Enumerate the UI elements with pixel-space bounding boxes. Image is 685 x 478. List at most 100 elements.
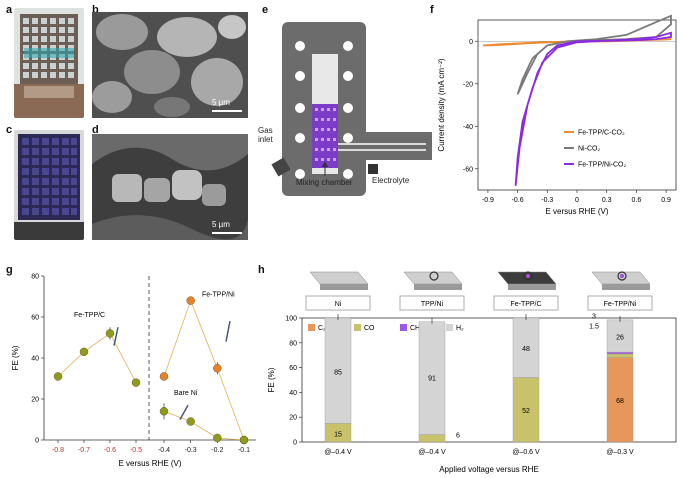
x-tick-label: 0.6 bbox=[632, 197, 642, 204]
legend-swatch bbox=[354, 324, 361, 331]
data-point bbox=[53, 372, 63, 381]
annotation-fe-tpp-ni: Fe-TPP/Ni bbox=[202, 292, 235, 299]
x-tick-label: -0.8 bbox=[52, 447, 64, 454]
panel-label-d: d bbox=[92, 124, 99, 136]
data-label: 48 bbox=[522, 346, 530, 353]
sem-image-b: 5 µm bbox=[92, 12, 248, 118]
data-point bbox=[105, 329, 115, 338]
y-axis-label: FE (%) bbox=[11, 345, 20, 370]
panel-label-f: f bbox=[430, 4, 434, 16]
plot-frame bbox=[301, 317, 677, 443]
series-line bbox=[516, 14, 672, 95]
scale-bar-b bbox=[212, 110, 242, 112]
y-tick-label: 60 bbox=[31, 315, 39, 322]
chart-h-fe-products: Ni TPP/Ni Fe-TPP/C Fe-TPP/Ni 0 20 40 60 80 100 FE … bbox=[267, 271, 677, 474]
x-tick-label: -0.3 bbox=[185, 447, 197, 454]
x-tick-label: @–0.4 V bbox=[418, 449, 446, 456]
x-tick-label: -0.2 bbox=[211, 447, 223, 454]
series-line bbox=[514, 31, 672, 186]
data-label: 1.5 bbox=[589, 323, 599, 330]
y-tick-label: 20 bbox=[289, 415, 297, 422]
group-label: TPP/Ni bbox=[421, 301, 444, 308]
gas-inlet-port bbox=[271, 157, 291, 177]
panel-label-g: g bbox=[6, 264, 13, 276]
series-line bbox=[57, 332, 137, 383]
reactor-schematic bbox=[271, 22, 432, 196]
series-line bbox=[163, 410, 245, 441]
group-label: Fe-TPP/C bbox=[510, 301, 541, 308]
legend-label: H₂ bbox=[456, 325, 464, 332]
data-label: 3 bbox=[592, 314, 596, 321]
y-tick-label: 40 bbox=[31, 356, 39, 363]
scale-bar-label-d: 5 µm bbox=[212, 220, 230, 229]
x-axis-label: E versus RHE (V) bbox=[118, 459, 181, 468]
bar-segment bbox=[606, 319, 634, 353]
legend-swatch bbox=[400, 324, 407, 331]
group-label-box bbox=[305, 295, 371, 311]
bar-segment bbox=[606, 357, 634, 443]
x-tick-label: -0.3 bbox=[541, 197, 553, 204]
x-tick-label: -0.6 bbox=[104, 447, 116, 454]
bar-segment bbox=[512, 317, 540, 378]
series-line bbox=[163, 299, 245, 441]
group-label-box bbox=[493, 295, 559, 311]
y-axis-label: Current density (mA cm⁻²) bbox=[437, 58, 446, 151]
x-tick-label: 0.3 bbox=[602, 197, 612, 204]
y-tick-label: 80 bbox=[31, 274, 39, 281]
x-tick-label: -0.7 bbox=[78, 447, 90, 454]
y-tick-label: 20 bbox=[31, 397, 39, 404]
legend-swatch bbox=[446, 324, 453, 331]
sem-image-d: 5 µm bbox=[92, 134, 248, 240]
bar-segment bbox=[418, 434, 446, 443]
scale-bar-label-b: 5 µm bbox=[212, 98, 230, 107]
data-label: 68 bbox=[616, 398, 624, 405]
arrow-fe-tpp-ni bbox=[225, 320, 231, 342]
x-tick-label: @–0.6 V bbox=[512, 449, 540, 456]
annotation-fe-tpp-c: Fe-TPP/C bbox=[74, 312, 105, 319]
panel-label-h: h bbox=[258, 264, 265, 276]
x-tick-label: 0.9 bbox=[661, 197, 671, 204]
x-axis-label: E versus RHE (V) bbox=[545, 207, 608, 216]
arrow-bare-ni bbox=[179, 404, 189, 420]
data-label: 6 bbox=[456, 433, 460, 440]
electrolyte-port bbox=[368, 164, 378, 174]
y-tick-label: 100 bbox=[285, 316, 297, 323]
bolt-holes bbox=[295, 41, 353, 179]
catalyst-schematic bbox=[403, 271, 463, 290]
y-tick-label: -60 bbox=[463, 166, 473, 173]
bar-segment bbox=[418, 321, 446, 435]
y-tick-label: 80 bbox=[289, 340, 297, 347]
x-tick-label: @–0.3 V bbox=[606, 449, 634, 456]
data-point bbox=[186, 417, 195, 426]
electrolyte-label: Electrolyte bbox=[372, 176, 410, 185]
bar-segment bbox=[324, 317, 352, 424]
group-label-box bbox=[587, 295, 653, 311]
y-tick-label: 60 bbox=[289, 365, 297, 372]
x-tick-label: -0.4 bbox=[158, 447, 170, 454]
group-label: Fe-TPP/Ni bbox=[604, 301, 637, 308]
catalyst-schematic bbox=[309, 271, 369, 290]
x-axis-label: Applied voltage versus RHE bbox=[439, 465, 539, 474]
y-tick-label: 0 bbox=[469, 39, 473, 46]
y-tick-label: 40 bbox=[289, 390, 297, 397]
data-point bbox=[159, 407, 169, 416]
plot-frame bbox=[477, 19, 677, 191]
catalyst-electrode bbox=[312, 104, 338, 168]
scale-bar-d bbox=[212, 232, 242, 234]
bar-segment bbox=[606, 351, 634, 355]
panel-label-c: c bbox=[6, 124, 13, 136]
catalyst-schematic bbox=[591, 271, 651, 290]
photo-electrode-bare bbox=[14, 8, 84, 118]
chart-g-fe-potential: 0 20 40 60 80 -0.8 -0.7 -0.6 -0.5 -0.4 -0.3 -0.2 -0.… bbox=[11, 274, 256, 468]
data-point bbox=[131, 378, 141, 387]
data-label: 52 bbox=[522, 408, 530, 415]
x-tick-label: -0.6 bbox=[512, 197, 524, 204]
legend-swatch bbox=[308, 324, 315, 331]
y-tick-label: 0 bbox=[35, 438, 39, 445]
legend-label: CO bbox=[364, 325, 375, 332]
gas-inlet-label: Gas inlet bbox=[258, 126, 273, 144]
bar-segment bbox=[606, 353, 634, 358]
y-tick-label: -40 bbox=[463, 124, 473, 131]
arrow-fe-tpp-c bbox=[113, 327, 119, 346]
catalyst-schematic bbox=[497, 271, 557, 290]
